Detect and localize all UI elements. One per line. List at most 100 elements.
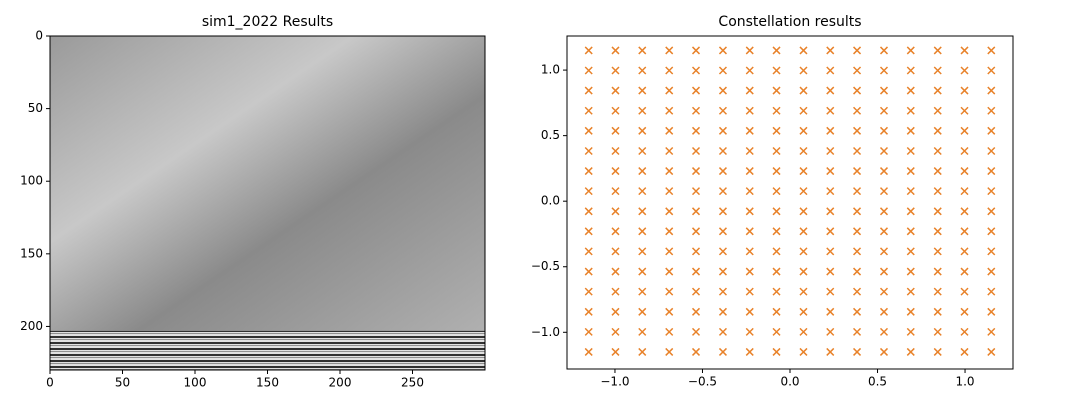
point: [879, 106, 889, 115]
point: [665, 327, 674, 336]
point: [718, 327, 727, 336]
point: [933, 126, 942, 135]
point: [987, 46, 996, 55]
point: [745, 66, 754, 75]
y-tick-label: 150: [20, 246, 43, 260]
point: [718, 187, 727, 196]
point: [853, 287, 862, 296]
point: [745, 167, 754, 176]
point: [611, 307, 620, 316]
point: [853, 307, 862, 316]
point: [879, 307, 889, 316]
point: [799, 146, 808, 156]
point: [987, 106, 996, 115]
point: [665, 267, 674, 276]
point: [933, 267, 942, 276]
point: [933, 66, 942, 75]
point: [853, 327, 862, 336]
point: [665, 187, 674, 196]
point: [960, 126, 969, 135]
point: [826, 227, 835, 236]
point: [826, 167, 835, 176]
point: [611, 207, 620, 216]
point: [718, 347, 727, 356]
point: [853, 167, 862, 176]
point: [691, 267, 701, 276]
point: [745, 327, 754, 336]
point: [584, 187, 593, 196]
point: [933, 167, 942, 176]
point: [987, 267, 996, 276]
x-tick-label: 0.0: [780, 375, 799, 389]
point: [584, 86, 593, 95]
point: [879, 187, 889, 196]
point: [933, 86, 942, 95]
point: [611, 187, 620, 196]
point: [745, 247, 754, 256]
point: [638, 327, 647, 336]
y-tick-label: 0.5: [541, 128, 560, 142]
point: [745, 347, 754, 356]
point: [718, 66, 727, 75]
point: [799, 307, 808, 316]
y-tick-label: 1.0: [541, 63, 560, 77]
point: [772, 187, 781, 196]
point: [987, 207, 996, 216]
point: [987, 126, 996, 135]
point: [745, 187, 754, 196]
point: [718, 126, 727, 135]
point: [906, 66, 915, 75]
point: [960, 86, 969, 95]
chart-title: sim1_2022 Results: [202, 14, 333, 30]
x-tick-label: 250: [401, 376, 424, 390]
point: [638, 106, 647, 115]
point: [906, 247, 915, 256]
point: [987, 247, 996, 256]
y-tick-label: 200: [20, 319, 43, 333]
point: [691, 167, 701, 176]
point: [826, 66, 835, 75]
point: [584, 247, 593, 256]
point: [772, 46, 781, 55]
point: [691, 247, 701, 256]
point: [879, 207, 889, 216]
point: [853, 227, 862, 236]
point: [906, 146, 915, 156]
point: [611, 146, 620, 156]
point: [906, 347, 915, 356]
point: [584, 66, 593, 75]
point: [906, 126, 915, 135]
x-tick-label: −0.5: [688, 375, 717, 389]
point: [987, 86, 996, 95]
point: [906, 86, 915, 95]
point: [718, 227, 727, 236]
point: [960, 167, 969, 176]
point: [611, 247, 620, 256]
point: [933, 307, 942, 316]
point: [987, 146, 996, 156]
point: [611, 66, 620, 75]
point: [799, 267, 808, 276]
point: [987, 287, 996, 296]
point: [906, 267, 915, 276]
point: [987, 187, 996, 196]
point: [879, 66, 889, 75]
point: [745, 307, 754, 316]
point: [772, 126, 781, 135]
point: [584, 106, 593, 115]
point: [638, 46, 647, 55]
point: [853, 106, 862, 115]
point: [906, 207, 915, 216]
point: [691, 327, 701, 336]
point: [638, 167, 647, 176]
y-tick-label: −1.0: [531, 325, 560, 339]
point: [987, 327, 996, 336]
x-tick-label: 0.5: [868, 375, 887, 389]
point: [826, 126, 835, 135]
point: [987, 347, 996, 356]
point: [691, 46, 701, 55]
point: [879, 227, 889, 236]
y-tick-label: −0.5: [531, 259, 560, 273]
point: [987, 227, 996, 236]
x-tick-label: 200: [329, 376, 352, 390]
